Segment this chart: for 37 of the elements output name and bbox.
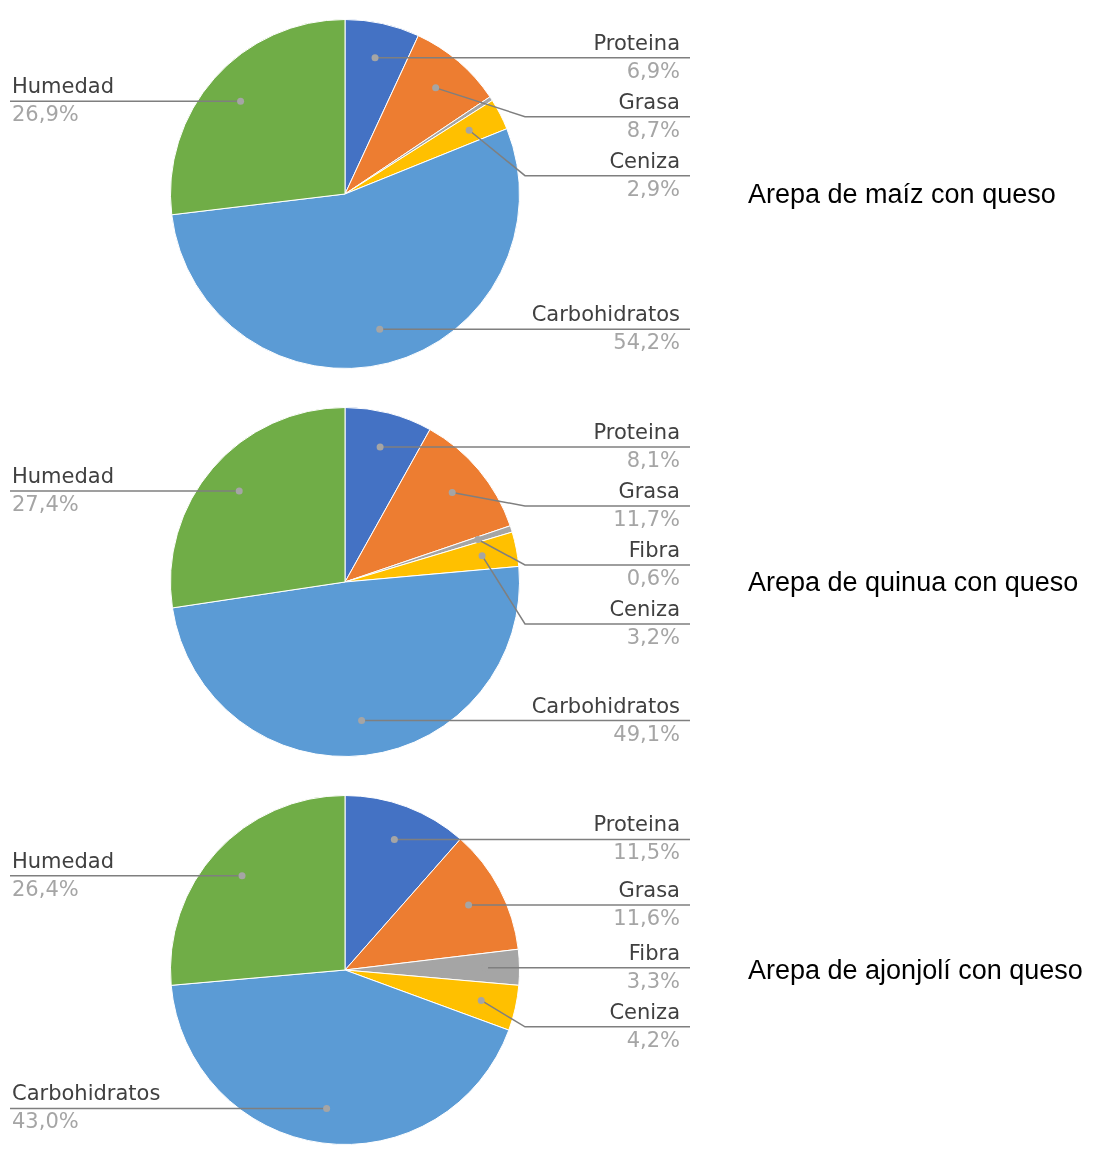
slice-label: Carbohidratos bbox=[531, 693, 680, 718]
data-label: 0,6% bbox=[626, 565, 680, 590]
data-label: 43,0% bbox=[12, 1109, 79, 1134]
slice-label: Carbohidratos bbox=[12, 1081, 161, 1106]
data-label: 49,1% bbox=[613, 721, 680, 746]
slice-label: Ceniza bbox=[609, 148, 680, 173]
data-label: 26,4% bbox=[12, 876, 79, 901]
slice-label: Ceniza bbox=[609, 596, 680, 621]
data-label: 3,3% bbox=[626, 968, 680, 993]
data-label: 6,9% bbox=[626, 58, 680, 83]
slice-label: Proteina bbox=[593, 812, 680, 837]
slice-label: Proteina bbox=[593, 419, 680, 444]
data-label: 27,4% bbox=[12, 491, 79, 516]
slice-label: Grasa bbox=[618, 878, 680, 903]
data-label: 8,1% bbox=[626, 447, 680, 472]
slice-label: Fibra bbox=[628, 940, 680, 965]
text: Arepa de ajonjolí con queso bbox=[748, 953, 1083, 987]
slice-label: Grasa bbox=[618, 478, 680, 503]
slice-label: Humedad bbox=[12, 848, 115, 873]
data-label: 11,7% bbox=[613, 506, 680, 531]
data-label: 26,9% bbox=[12, 102, 79, 127]
data-label: 3,2% bbox=[626, 624, 680, 649]
data-label: 54,2% bbox=[613, 330, 680, 355]
data-label: 2,9% bbox=[626, 176, 680, 201]
slice-label: Ceniza bbox=[609, 999, 680, 1024]
text: Arepa de quinua con queso bbox=[748, 565, 1079, 599]
text: Arepa de maíz con queso bbox=[748, 177, 1056, 211]
slice-label: Carbohidratos bbox=[531, 302, 680, 327]
slice-label: Fibra bbox=[628, 537, 680, 562]
data-label: 11,6% bbox=[613, 906, 680, 931]
slice-label: Humedad bbox=[12, 463, 115, 488]
data-label: 4,2% bbox=[626, 1027, 680, 1052]
slice-label: Humedad bbox=[12, 74, 115, 99]
slice-label: Grasa bbox=[618, 89, 680, 114]
data-label: 11,5% bbox=[613, 840, 680, 865]
data-label: 8,7% bbox=[626, 117, 680, 142]
slice-label: Proteina bbox=[593, 30, 680, 55]
